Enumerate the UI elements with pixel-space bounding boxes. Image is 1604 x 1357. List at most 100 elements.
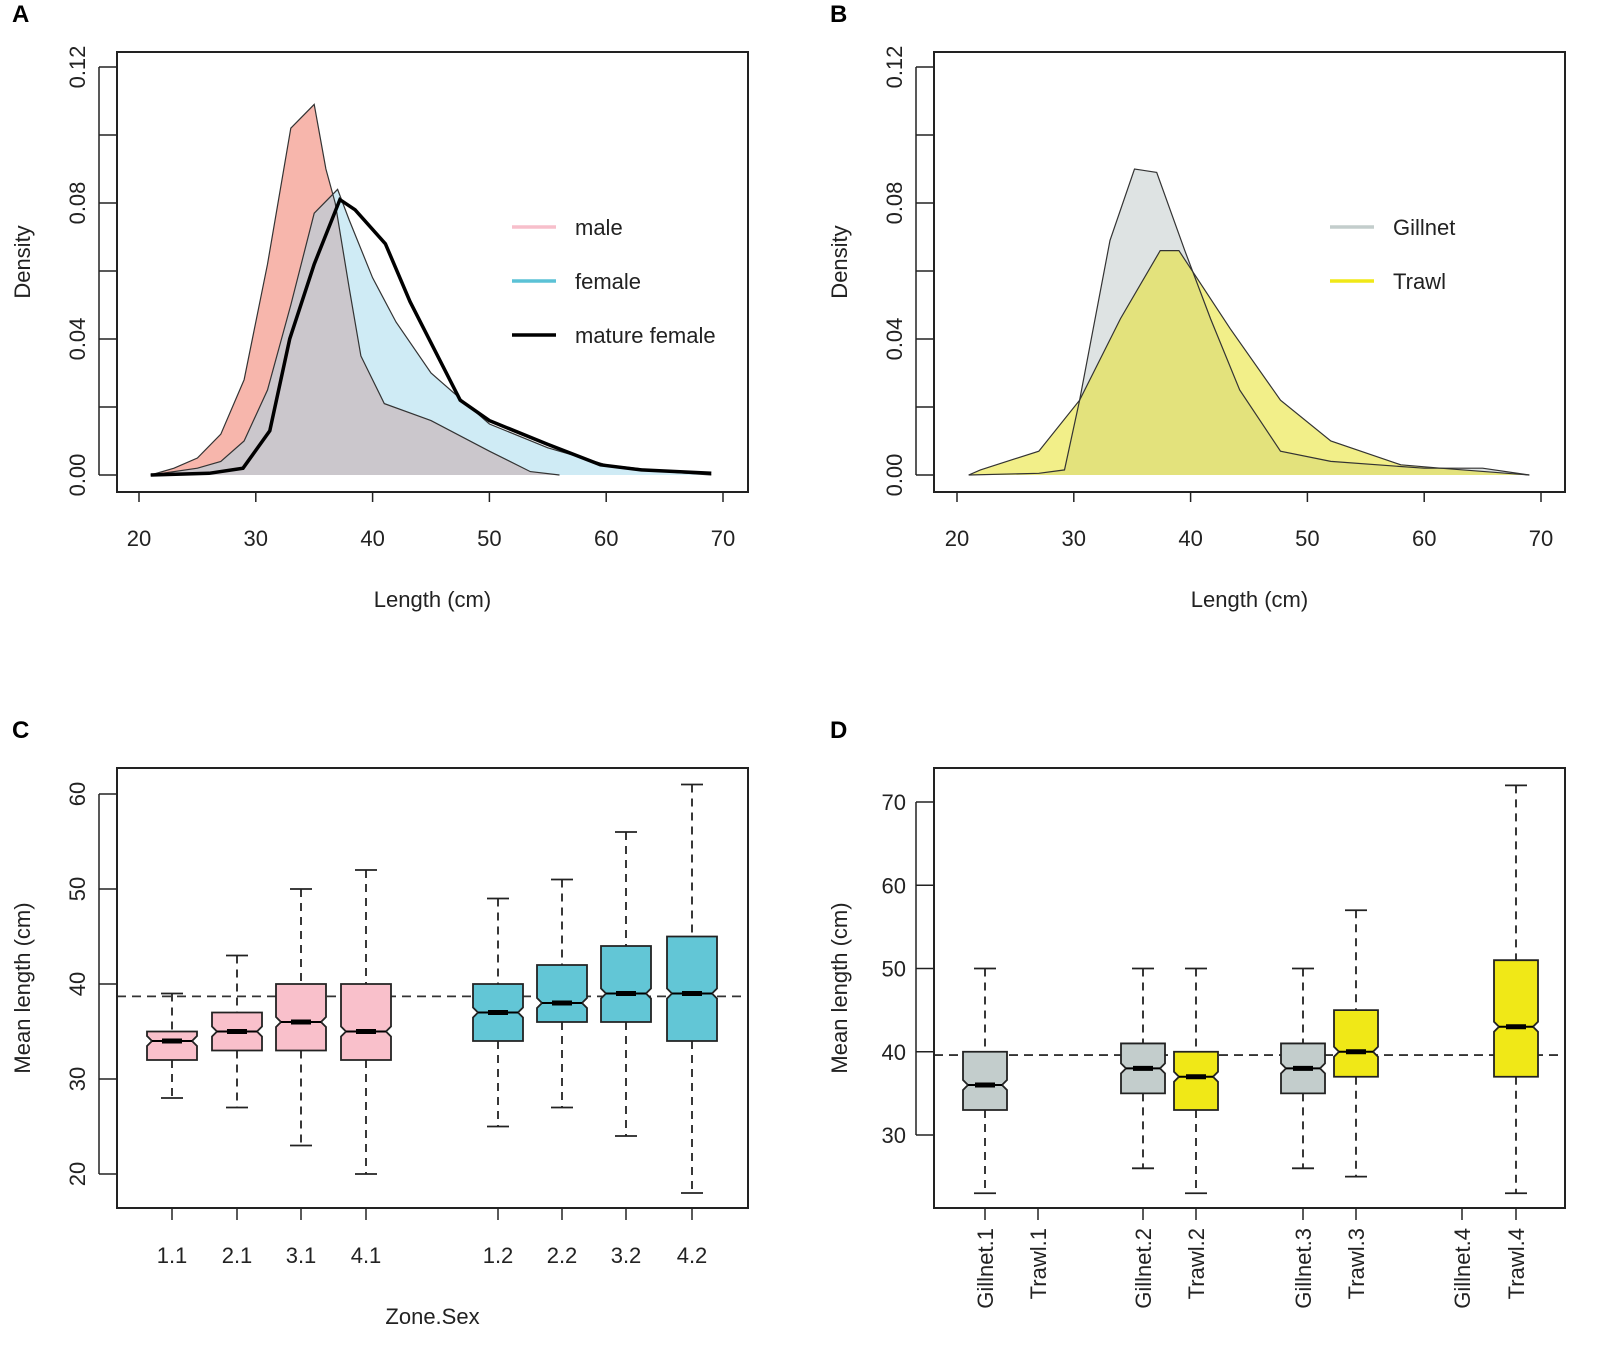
density-line-Trawl	[968, 250, 1530, 476]
x-tick-label: Gillnet.3	[1291, 1228, 1316, 1309]
density-line-male	[150, 103, 560, 476]
box-body	[1333, 1009, 1379, 1078]
x-axis-title: Length (cm)	[374, 587, 491, 612]
box-body	[666, 935, 718, 1042]
x-tick-label: 30	[244, 526, 268, 551]
y-axis-title: Mean length (cm)	[10, 902, 35, 1073]
y-tick-label: 0.12	[882, 46, 907, 89]
density-line-female	[150, 188, 712, 476]
x-tick-label: 3.1	[286, 1243, 317, 1268]
y-tick-label: 0.00	[882, 454, 907, 497]
y-tick-label: 50	[882, 957, 906, 982]
x-tick-label: 70	[1529, 526, 1553, 551]
legend-label: Trawl	[1393, 269, 1446, 294]
plot-frame	[933, 767, 1566, 1209]
box-Trawl.4	[1493, 784, 1539, 1195]
legend-label: Gillnet	[1393, 215, 1455, 240]
y-tick-label: 50	[65, 877, 90, 901]
box-4.2	[666, 783, 718, 1194]
box-body	[536, 964, 588, 1023]
box-body	[1173, 1050, 1219, 1111]
density-fill-male	[150, 104, 560, 476]
panel-label: A	[12, 1, 29, 28]
y-tick-label: 0.00	[65, 454, 90, 497]
density-fill-Trawl	[968, 250, 1530, 475]
x-tick-label: 70	[711, 526, 735, 551]
x-tick-label: 4.1	[351, 1243, 382, 1268]
legend: male female mature female	[512, 215, 716, 348]
y-axis-title: Density	[827, 225, 852, 298]
x-tick-label: Gillnet.2	[1131, 1228, 1156, 1309]
panel-B: B 20 30 40 50 60 70 0.00 0.04 0.08 0.12 Length (cm)…	[827, 1, 1566, 612]
y-tick-label: 60	[65, 782, 90, 806]
panel-label: D	[830, 717, 847, 744]
x-tick-label: 2.1	[222, 1243, 253, 1268]
y-tick-label: 60	[882, 873, 906, 898]
density-line-Gillnet	[968, 168, 1530, 476]
box-Gillnet.1	[962, 967, 1008, 1195]
x-tick-label: Trawl.2	[1184, 1228, 1209, 1299]
box-1.2	[472, 897, 524, 1128]
y-tick-label: 0.04	[882, 318, 907, 361]
y-tick-label: 40	[882, 1040, 906, 1065]
y-tick-label: 0.12	[65, 46, 90, 89]
box-body	[1493, 959, 1539, 1078]
legend-label: male	[575, 215, 623, 240]
x-tick-label: 3.2	[611, 1243, 642, 1268]
y-tick-label: 30	[65, 1067, 90, 1091]
box-Trawl.2	[1173, 967, 1219, 1195]
x-tick-label: 50	[477, 526, 501, 551]
x-tick-label: Gillnet.4	[1450, 1228, 1475, 1309]
x-tick-label: 20	[127, 526, 151, 551]
y-axis-title: Density	[10, 225, 35, 298]
y-tick-label: 20	[65, 1162, 90, 1186]
box-3.1	[275, 888, 327, 1147]
x-axis-title: Length (cm)	[1191, 587, 1308, 612]
x-tick-label: 60	[1412, 526, 1436, 551]
plot-frame	[116, 51, 749, 493]
x-tick-label: Trawl.1	[1026, 1228, 1051, 1299]
y-tick-label: 30	[882, 1123, 906, 1148]
density-fill-female	[150, 189, 712, 475]
x-tick-label: 4.2	[677, 1243, 708, 1268]
box-body	[146, 1030, 198, 1061]
box-body	[600, 945, 652, 1023]
x-axis-title: Zone.Sex	[385, 1304, 479, 1329]
x-tick-label: Trawl.4	[1504, 1228, 1529, 1299]
density-line-mature-female	[150, 196, 712, 477]
panel-A: A 20 30 40 50 60 70 0.00 0.04 0.08 0.12 Length (cm)…	[10, 1, 749, 612]
x-tick-label: 20	[945, 526, 969, 551]
box-Gillnet.3	[1280, 967, 1326, 1170]
x-tick-label: Trawl.3	[1344, 1228, 1369, 1299]
legend-label: female	[575, 269, 641, 294]
x-tick-label: Gillnet.1	[973, 1228, 998, 1309]
panel-C: C 1.1 2.1 3.1 4.1 1.2 2.2 3.2 4.2 20 30 40 50 60 Zone.…	[10, 717, 749, 1329]
plot-frame	[116, 767, 749, 1209]
x-tick-label: 30	[1062, 526, 1086, 551]
box-Gillnet.2	[1120, 967, 1166, 1170]
y-tick-label: 0.08	[882, 182, 907, 225]
box-4.1	[340, 869, 392, 1175]
box-body	[340, 983, 392, 1061]
x-tick-label: 40	[360, 526, 384, 551]
x-tick-label: 1.1	[157, 1243, 188, 1268]
panel-label: C	[12, 717, 29, 744]
box-1.1	[146, 992, 198, 1099]
panel-label: B	[830, 1, 847, 28]
y-tick-label: 0.04	[65, 318, 90, 361]
x-tick-label: 1.2	[483, 1243, 514, 1268]
y-tick-label: 70	[882, 790, 906, 815]
panel-D: D Gillnet.1 Trawl.1 Gillnet.2 Trawl.2 Gillnet…	[827, 717, 1566, 1309]
box-2.1	[211, 954, 263, 1109]
x-tick-label: 2.2	[547, 1243, 578, 1268]
box-3.2	[600, 831, 652, 1137]
legend: Gillnet Trawl	[1330, 215, 1455, 294]
legend-label: mature female	[575, 323, 716, 348]
y-tick-label: 0.08	[65, 182, 90, 225]
plot-frame	[933, 51, 1566, 493]
x-tick-label: 50	[1295, 526, 1319, 551]
box-Trawl.3	[1333, 909, 1379, 1178]
box-2.2	[536, 878, 588, 1109]
box-body	[962, 1050, 1008, 1111]
